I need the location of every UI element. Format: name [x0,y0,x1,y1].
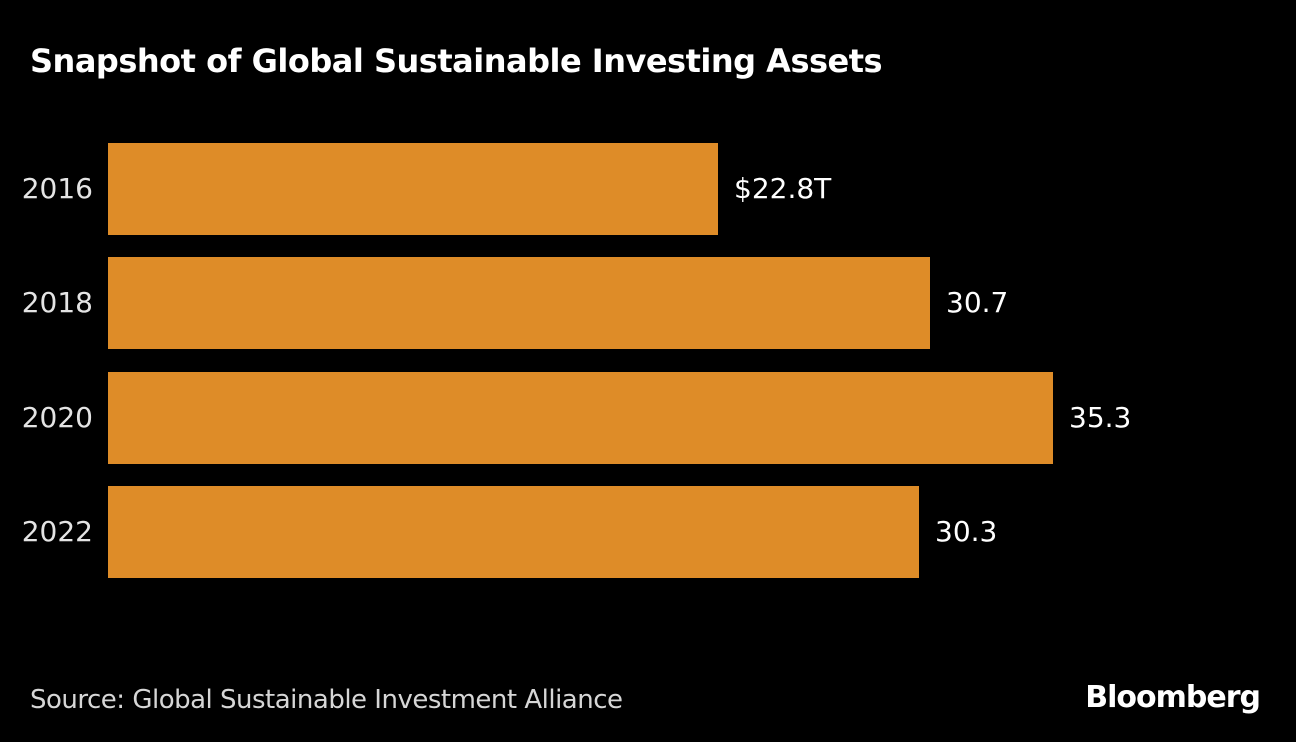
source-text: Source: Global Sustainable Investment Al… [30,685,623,715]
bar [108,143,718,235]
year-label: 2016 [21,172,93,205]
bar [108,486,919,578]
bar [108,372,1053,464]
bar-chart: 2016 $22.8T 2018 30.7 2020 35.3 2022 30.3 [0,143,1296,578]
chart-title: Snapshot of Global Sustainable Investing… [30,42,883,80]
year-label: 2020 [21,401,93,434]
value-label: $22.8T [734,172,832,205]
bar-row-2020: 2020 35.3 [0,372,1296,464]
value-label: 30.7 [946,286,1009,319]
bar-row-2022: 2022 30.3 [0,486,1296,578]
bar [108,257,930,349]
year-label: 2018 [21,286,93,319]
year-label: 2022 [21,515,93,548]
bar-row-2016: 2016 $22.8T [0,143,1296,235]
value-label: 35.3 [1069,401,1132,434]
bloomberg-logo: Bloomberg [1085,680,1261,715]
value-label: 30.3 [935,515,998,548]
bar-row-2018: 2018 30.7 [0,257,1296,349]
